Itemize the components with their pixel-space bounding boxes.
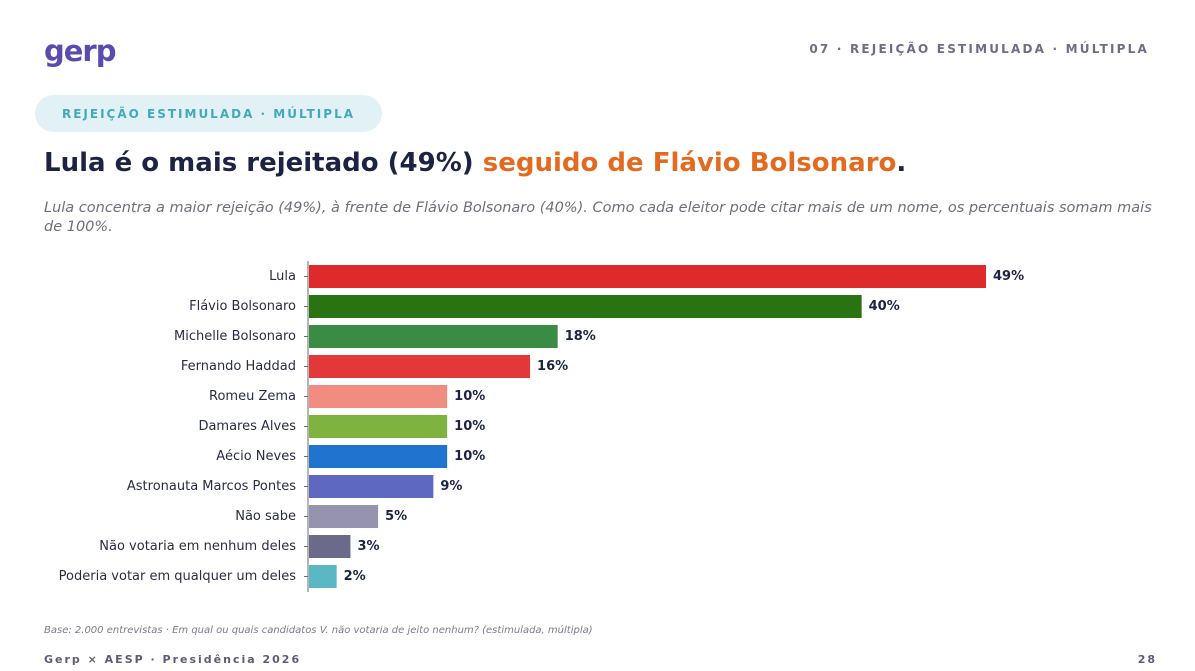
title-main: Lula é o mais rejeitado (49%) (44, 148, 474, 178)
bar (309, 325, 558, 348)
section-pill-label: REJEIÇÃO ESTIMULADA · MÚLTIPLA (61, 106, 356, 121)
bar (309, 565, 337, 588)
bar (309, 385, 448, 408)
value-label: 9% (440, 479, 462, 494)
category-label: Romeu Zema (209, 389, 296, 404)
title-highlight: seguido de Flávio Bolsonaro (482, 148, 897, 178)
category-label: Fernando Haddad (181, 359, 296, 374)
footnote: Base: 2.000 entrevistas · Em qual ou qua… (44, 625, 593, 636)
value-label: 2% (344, 569, 366, 584)
category-label: Poderia votar em qualquer um deles (59, 569, 297, 584)
value-label: 40% (869, 299, 900, 314)
value-label: 10% (454, 389, 485, 404)
value-label: 10% (454, 419, 485, 434)
category-label: Flávio Bolsonaro (189, 299, 296, 314)
page-title: Lula é o mais rejeitado (49%) seguido de… (44, 148, 906, 178)
rejection-bar-chart: Lula 49% Flávio Bolsonaro 40% Michelle Bolso… (59, 261, 1024, 592)
category-label: Michelle Bolsonaro (174, 329, 296, 344)
value-label: 18% (565, 329, 596, 344)
category-label: Aécio Neves (216, 449, 296, 464)
bar (309, 265, 986, 288)
section-pill: REJEIÇÃO ESTIMULADA · MÚLTIPLA (35, 95, 382, 132)
value-label: 3% (357, 539, 379, 554)
bar (309, 415, 448, 438)
category-label: Damares Alves (198, 419, 296, 434)
value-label: 49% (993, 269, 1024, 284)
value-label: 16% (537, 359, 568, 374)
bar (309, 355, 531, 378)
category-label: Lula (269, 269, 296, 284)
gerp-logo: gerp (44, 34, 116, 68)
category-label: Não sabe (235, 509, 296, 524)
bar (309, 505, 379, 528)
page-number: 28 (1137, 653, 1157, 666)
bar (309, 475, 434, 498)
page-subtitle: Lula concentra a maior rejeição (49%), à… (44, 200, 1152, 235)
logo-text: gerp (44, 34, 116, 68)
value-label: 5% (385, 509, 407, 524)
value-label: 10% (454, 449, 485, 464)
bar (309, 535, 351, 558)
category-label: Astronauta Marcos Pontes (127, 479, 296, 494)
title-end: . (896, 148, 907, 178)
section-label: 07 · REJEIÇÃO ESTIMULADA · MÚLTIPLA (809, 42, 1149, 56)
bar (309, 445, 448, 468)
category-label: Não votaria em nenhum deles (99, 539, 296, 554)
footer-source: Gerp × AESP · Presidência 2026 (44, 653, 302, 666)
bar (309, 295, 862, 318)
